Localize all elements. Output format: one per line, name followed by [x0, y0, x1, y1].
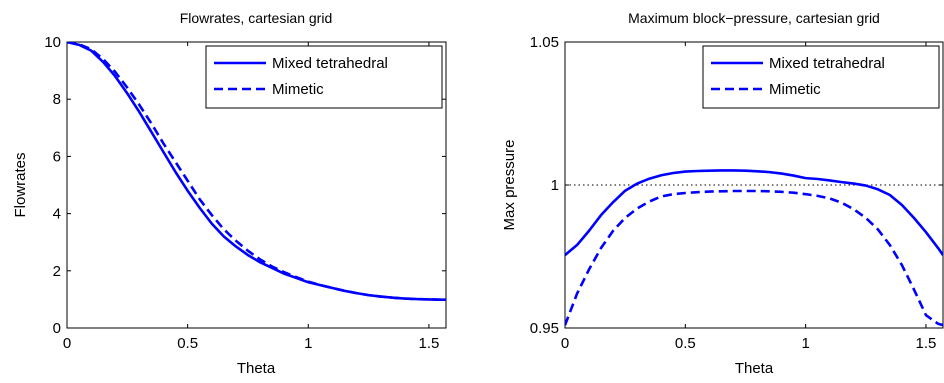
flowrates-legend-label: Mimetic	[272, 81, 324, 98]
max-pressure-x-tick-label: 1.5	[916, 335, 937, 352]
max-pressure-legend: Mixed tetrahedral Mimetic	[702, 45, 940, 109]
max-pressure-x-tick-label: 0.5	[675, 335, 696, 352]
flowrates-y-axis-label: Flowrates	[12, 152, 29, 217]
flowrates-panel: Flowrates, cartesian grid 0 0.5 1 1.5 0 2 4 6 8 1…	[12, 10, 447, 377]
flowrates-y-tick-label: 6	[53, 148, 61, 165]
max-pressure-y-tick-label: 0.95	[530, 320, 559, 337]
flowrates-title: Flowrates, cartesian grid	[180, 10, 333, 26]
max-pressure-x-axis-label: Theta	[735, 360, 774, 377]
max-pressure-title: Maximum block−pressure, cartesian grid	[628, 10, 880, 26]
flowrates-x-tick-label: 1.5	[418, 335, 439, 352]
flowrates-x-tick-label: 0.5	[177, 335, 198, 352]
max-pressure-legend-label: Mimetic	[769, 81, 821, 98]
max-pressure-y-tick-label: 1.05	[530, 34, 559, 51]
flowrates-y-tick-label: 0	[53, 320, 61, 337]
max-pressure-series-line-mimetic	[565, 189, 943, 327]
max-pressure-x-tick-label: 0	[561, 335, 569, 352]
flowrates-plot-area: 0 0.5 1 1.5 0 2 4 6 8 10 Mixed tetrahedral Mimetic	[44, 34, 447, 352]
flowrates-series-line-mixed-tetrahedral	[67, 42, 446, 301]
max-pressure-y-tick-label: 1	[551, 177, 559, 194]
max-pressure-series-line-mixed-tetrahedral	[565, 169, 943, 257]
flowrates-legend: Mixed tetrahedral Mimetic	[205, 45, 443, 109]
max-pressure-plot-area: 0 0.5 1 1.5 0.95 1 1.05 Mixed tetrahedral Mimeti…	[530, 34, 944, 352]
max-pressure-legend-box	[702, 45, 940, 109]
max-pressure-panel: Maximum block−pressure, cartesian grid 0…	[501, 10, 944, 377]
max-pressure-x-tick-label: 1	[801, 335, 809, 352]
flowrates-x-tick-label: 1	[304, 335, 312, 352]
flowrates-x-axis-label: Theta	[237, 360, 276, 377]
max-pressure-y-axis-label: Max pressure	[501, 140, 518, 231]
flowrates-legend-box	[205, 45, 443, 109]
flowrates-x-tick-label: 0	[63, 335, 71, 352]
flowrates-y-tick-label: 4	[53, 206, 61, 223]
flowrates-y-tick-label: 2	[53, 263, 61, 280]
max-pressure-legend-label: Mixed tetrahedral	[769, 55, 885, 72]
flowrates-y-tick-label: 10	[44, 34, 61, 51]
flowrates-y-tick-label: 8	[53, 91, 61, 108]
flowrates-series-line-mimetic	[67, 42, 446, 301]
flowrates-legend-label: Mixed tetrahedral	[272, 55, 388, 72]
